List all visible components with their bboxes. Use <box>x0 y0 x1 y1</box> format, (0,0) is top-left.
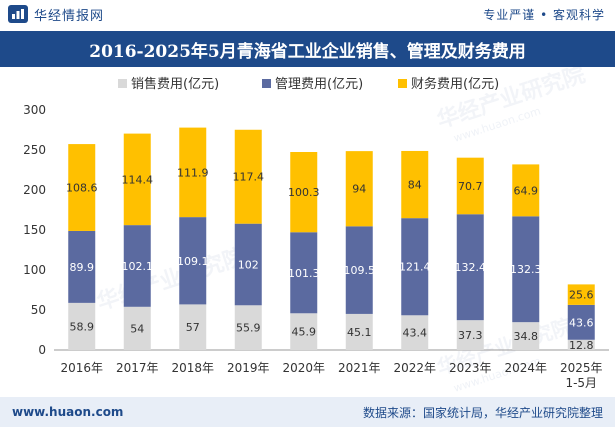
bar-admin <box>179 217 207 305</box>
bar-admin <box>123 225 151 307</box>
bar-finance <box>401 150 429 219</box>
data-label-admin: 121.4 <box>399 261 431 274</box>
data-label-admin: 101.3 <box>288 267 320 280</box>
bar-admin <box>290 232 318 314</box>
brand-name: 华经情报网 <box>34 8 105 24</box>
bar-sales <box>290 313 318 350</box>
bar-admin <box>567 304 595 340</box>
bar-sales <box>401 315 429 350</box>
y-tick-label: 250 <box>23 143 46 157</box>
data-label-sales: 12.8 <box>569 339 594 352</box>
data-label-finance: 84 <box>408 179 422 192</box>
legend-label-finance: 财务费用(亿元) <box>411 76 499 92</box>
data-label-sales: 55.9 <box>236 322 261 335</box>
data-label-sales: 54 <box>130 322 144 335</box>
x-tick-label: 2021年 <box>338 361 381 375</box>
bar-admin <box>68 230 96 303</box>
data-label-finance: 111.9 <box>177 166 209 179</box>
y-tick-label: 300 <box>23 103 46 117</box>
y-tick-label: 200 <box>23 183 46 197</box>
bar-finance <box>512 164 540 217</box>
x-tick-label: 2017年 <box>116 361 159 375</box>
data-label-admin: 89.9 <box>70 261 95 274</box>
bar-finance <box>234 129 262 224</box>
data-label-sales: 45.1 <box>347 326 372 339</box>
data-label-admin: 43.6 <box>569 316 594 329</box>
data-source: 数据来源：国家统计局，华经产业研究院整理 <box>362 405 603 420</box>
bar-sales <box>567 339 595 350</box>
data-label-finance: 64.9 <box>514 184 539 197</box>
y-tick-label: 150 <box>23 223 46 237</box>
watermark-text: 华经产业研究院 <box>94 243 249 315</box>
data-label-sales: 45.9 <box>292 326 317 339</box>
y-tick-label: 50 <box>31 303 46 317</box>
bar-sales <box>234 305 262 350</box>
data-label-admin: 102.1 <box>122 260 154 273</box>
data-label-sales: 37.3 <box>458 329 483 342</box>
data-label-finance: 25.6 <box>569 289 594 302</box>
legend-swatch-finance <box>398 79 407 88</box>
data-label-sales: 34.8 <box>514 330 539 343</box>
bar-finance <box>456 157 484 215</box>
bar-sales <box>512 322 540 350</box>
bar-admin <box>512 216 540 323</box>
data-label-finance: 100.3 <box>288 186 320 199</box>
x-tick-label: 2020年 <box>282 361 325 375</box>
bar-finance <box>179 127 207 218</box>
bar-finance <box>290 152 318 233</box>
brand-logo-icon <box>8 5 28 23</box>
bar-admin <box>345 226 373 314</box>
bar-finance <box>567 284 595 305</box>
x-tick-label: 2016年 <box>60 361 103 375</box>
data-label-finance: 117.4 <box>233 171 265 184</box>
data-label-finance: 114.4 <box>122 173 154 186</box>
bar-sales <box>179 304 207 350</box>
legend-swatch-sales <box>118 79 127 88</box>
top-bar: 华经情报网 专业严谨 • 客观科学 <box>0 0 615 28</box>
x-tick-label: 2023年 <box>449 361 492 375</box>
slogan: 专业严谨 • 客观科学 <box>483 7 605 22</box>
data-label-finance: 94 <box>352 183 366 196</box>
y-tick-label: 100 <box>23 263 46 277</box>
y-tick-label: 0 <box>38 343 46 357</box>
bar-finance <box>68 144 96 231</box>
x-tick-label: 2019年 <box>227 361 270 375</box>
bar-sales <box>345 313 373 350</box>
legend-label-sales: 销售费用(亿元) <box>131 76 219 92</box>
bar-sales <box>68 302 96 350</box>
data-label-sales: 57 <box>186 321 200 334</box>
data-label-admin: 109.5 <box>344 264 376 277</box>
data-label-finance: 70.7 <box>458 180 483 193</box>
x-tick-label: 2022年 <box>393 361 436 375</box>
x-tick-label: 2018年 <box>171 361 214 375</box>
data-label-sales: 43.4 <box>403 327 428 340</box>
legend-swatch-admin <box>262 79 271 88</box>
data-label-admin: 109.1 <box>177 255 209 268</box>
bar-finance <box>345 151 373 227</box>
data-label-admin: 132.4 <box>455 261 487 274</box>
legend-label-admin: 管理费用(亿元) <box>275 77 363 92</box>
bar-admin <box>234 223 262 306</box>
data-label-admin: 102 <box>238 258 259 271</box>
chart-title: 2016-2025年5月青海省工业企业销售、管理及财务费用 <box>0 31 615 67</box>
data-label-finance: 108.6 <box>66 182 98 195</box>
bar-sales <box>123 306 151 350</box>
bar-admin <box>401 218 429 316</box>
bar-finance <box>123 133 151 226</box>
brand: 华经情报网 <box>8 5 104 24</box>
x-tick-label: 1-5月 <box>565 376 597 390</box>
bar-sales <box>456 320 484 350</box>
x-tick-label: 2024年 <box>504 361 547 375</box>
data-label-sales: 58.9 <box>70 320 95 333</box>
x-tick-label: 2025年 <box>560 361 603 375</box>
bar-admin <box>456 214 484 321</box>
data-label-admin: 132.3 <box>510 263 542 276</box>
footer: www.huaon.com 数据来源：国家统计局，华经产业研究院整理 <box>0 397 615 427</box>
footer-url[interactable]: www.huaon.com <box>12 405 124 419</box>
